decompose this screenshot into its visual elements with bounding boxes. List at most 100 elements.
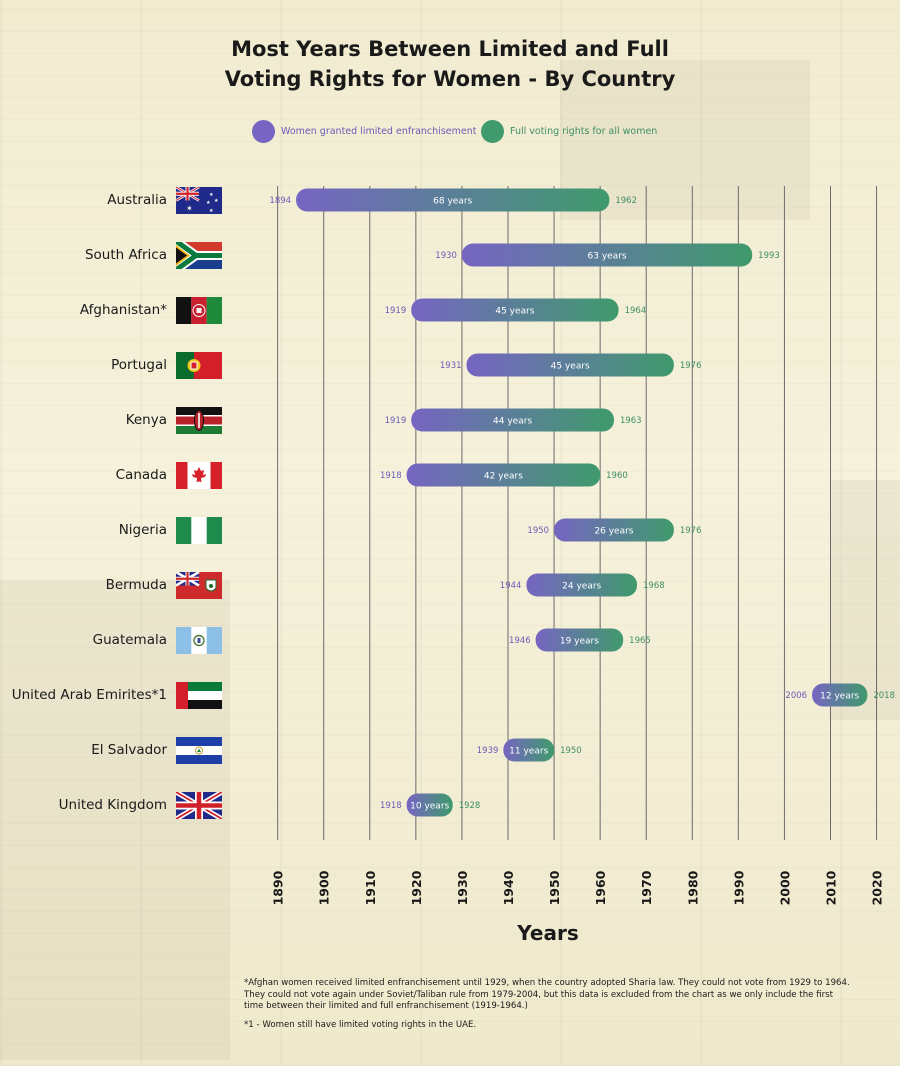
x-tick-label: 1960 <box>593 870 608 905</box>
el-salvador-flag-icon <box>176 737 222 764</box>
country-label: Nigeria <box>118 522 167 538</box>
start-year-label: 1919 <box>385 416 407 426</box>
nigeria-flag-icon <box>176 517 222 544</box>
svg-text:★: ★ <box>209 192 214 198</box>
x-tick-label: 1920 <box>409 870 424 905</box>
legend-full: Full voting rights for all women <box>481 120 657 143</box>
duration-label: 19 years <box>560 637 599 647</box>
x-tick-label: 1890 <box>271 870 286 905</box>
country-label: Afghanistan* <box>79 302 167 318</box>
duration-bar <box>411 408 614 432</box>
start-year-label: 1894 <box>269 196 291 206</box>
end-year-label: 1928 <box>459 801 481 811</box>
australia-flag-icon: ✶ ★ ★ ★ ★ <box>176 187 222 214</box>
x-tick-label: 1900 <box>317 870 332 905</box>
legend-full-label: Full voting rights for all women <box>510 126 658 137</box>
end-year-label: 2018 <box>873 691 895 701</box>
svg-text:★: ★ <box>209 208 214 214</box>
duration-label: 63 years <box>588 252 627 262</box>
country-label: Portugal <box>111 357 167 373</box>
start-year-label: 1939 <box>477 746 499 756</box>
end-year-label: 1964 <box>625 306 647 316</box>
legend-limited: Women granted limited enfranchisement <box>252 120 476 143</box>
portugal-flag-icon <box>176 352 222 379</box>
legend-limited-label: Women granted limited enfranchisement <box>281 126 477 137</box>
svg-text:★: ★ <box>214 198 219 204</box>
start-year-label: 1919 <box>385 306 407 316</box>
x-axis-title: Years <box>516 921 578 945</box>
bermuda-flag-icon <box>176 572 222 599</box>
guatemala-flag-icon <box>176 627 222 654</box>
kenya-flag-icon <box>176 407 222 434</box>
duration-bar <box>535 628 624 652</box>
duration-label: 68 years <box>433 197 472 207</box>
duration-label: 12 years <box>820 692 859 702</box>
uae-footnote: *1 - Women still have limited voting rig… <box>244 1020 477 1030</box>
duration-bar <box>406 793 453 817</box>
country-label: Kenya <box>125 412 167 428</box>
duration-label: 10 years <box>410 802 449 812</box>
country-label: United Arab Emirites*1 <box>11 687 167 703</box>
duration-label: 45 years <box>495 307 534 317</box>
country-label: Guatemala <box>92 632 167 648</box>
end-year-label: 1976 <box>680 526 702 536</box>
x-tick-label: 1910 <box>363 870 378 905</box>
background-photo-blot <box>830 480 900 720</box>
svg-text:✶: ✶ <box>186 204 193 213</box>
duration-bar <box>526 573 637 597</box>
x-tick-label: 1950 <box>547 870 562 905</box>
duration-label: 11 years <box>509 747 548 757</box>
end-year-label: 1993 <box>758 251 780 261</box>
end-year-label: 1968 <box>643 581 665 591</box>
uae-flag-icon <box>176 682 222 709</box>
x-tick-label: 2010 <box>824 870 839 905</box>
duration-bar <box>466 353 674 377</box>
country-label: Australia <box>107 192 167 208</box>
duration-bar <box>296 188 610 212</box>
chart-title: Most Years Between Limited and Full Voti… <box>224 37 676 91</box>
duration-label: 26 years <box>594 527 633 537</box>
x-tick-label: 1940 <box>501 870 516 905</box>
end-year-label: 1963 <box>620 416 642 426</box>
duration-bar <box>461 243 753 267</box>
afghanistan-flag-icon <box>176 297 222 324</box>
end-year-label: 1965 <box>629 636 651 646</box>
end-year-label: 1962 <box>615 196 637 206</box>
country-label: United Kingdom <box>58 797 167 813</box>
afghanistan-footnote: *Afghan women received limited enfranchi… <box>244 978 850 1011</box>
start-year-label: 1944 <box>500 581 522 591</box>
x-tick-label: 1990 <box>731 870 746 905</box>
duration-bar <box>812 683 868 707</box>
background-photo-blot <box>0 580 230 1060</box>
x-tick-label: 2000 <box>777 870 792 905</box>
x-tick-label: 2020 <box>870 870 885 905</box>
x-tick-label: 1930 <box>455 870 470 905</box>
start-year-label: 1931 <box>440 361 462 371</box>
end-year-label: 1960 <box>606 471 628 481</box>
start-year-label: 2006 <box>785 691 807 701</box>
duration-bar <box>503 738 555 762</box>
duration-label: 45 years <box>551 362 590 372</box>
duration-bar <box>554 518 674 542</box>
country-label: South Africa <box>84 247 167 263</box>
canada-flag-icon <box>176 462 222 489</box>
start-year-label: 1946 <box>509 636 531 646</box>
united-kingdom-flag-icon <box>176 792 222 819</box>
start-year-label: 1950 <box>527 526 549 536</box>
legend-limited-swatch <box>252 120 275 143</box>
duration-label: 42 years <box>484 472 523 482</box>
duration-label: 24 years <box>562 582 601 592</box>
end-year-label: 1976 <box>680 361 702 371</box>
country-label: Bermuda <box>105 577 167 593</box>
duration-bar <box>411 298 619 322</box>
duration-label: 44 years <box>493 417 532 427</box>
south-africa-flag-icon <box>176 242 222 269</box>
legend-full-swatch <box>481 120 504 143</box>
x-tick-label: 1980 <box>685 870 700 905</box>
end-year-label: 1950 <box>560 746 582 756</box>
x-tick-label: 1970 <box>639 870 654 905</box>
country-label: El Salvador <box>91 742 167 758</box>
start-year-label: 1918 <box>380 471 402 481</box>
